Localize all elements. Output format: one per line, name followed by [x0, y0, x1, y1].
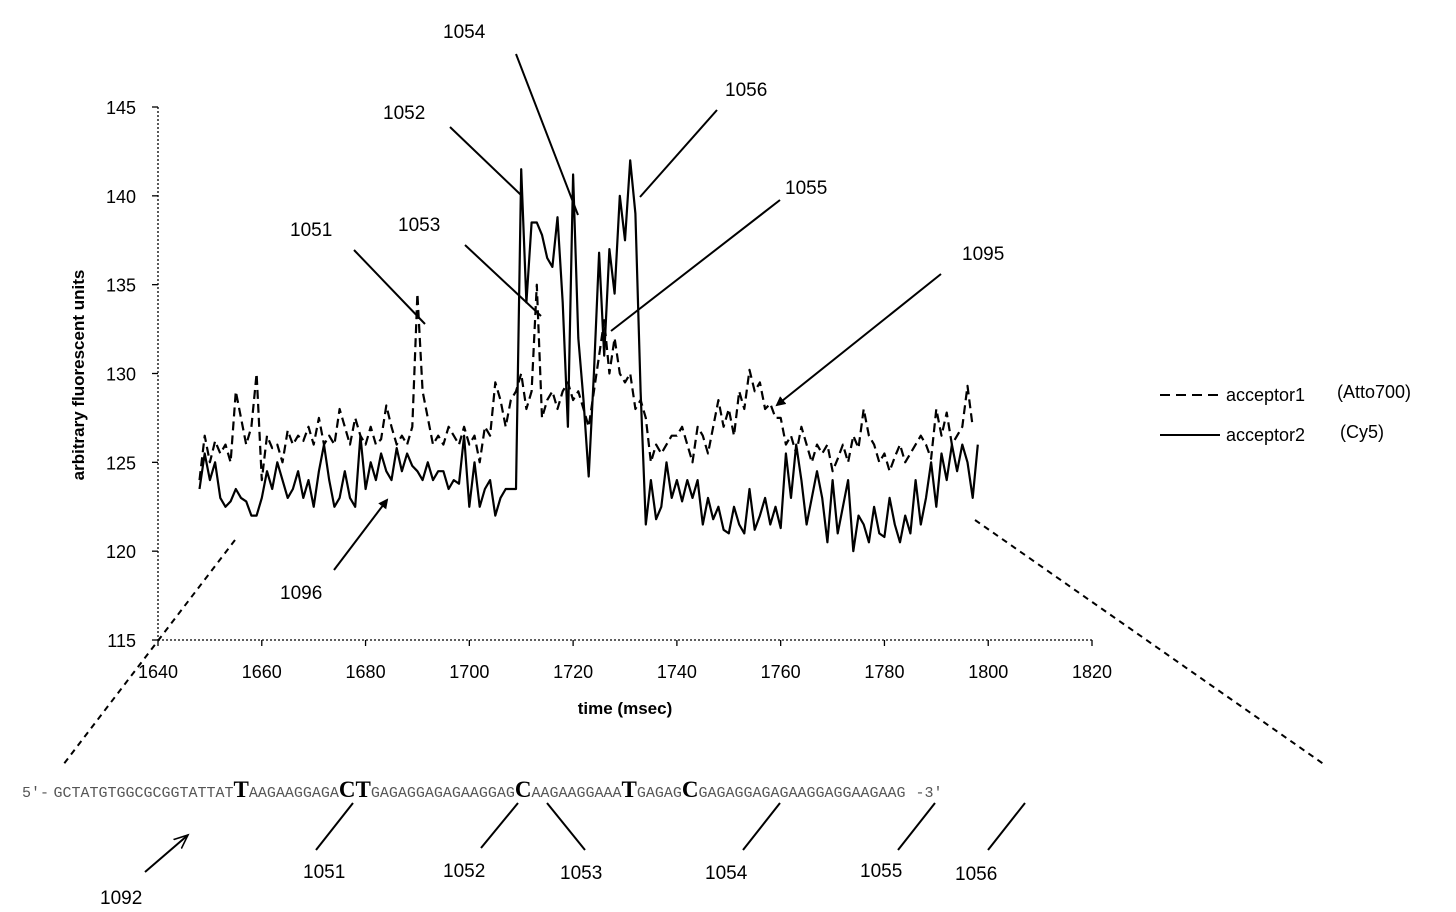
sequence-callout-1056: 1056: [955, 864, 997, 885]
x-tick-label: 1720: [553, 662, 593, 682]
sequence-callout-1054: 1054: [705, 863, 748, 884]
chart-leader-1054: [515, 53, 579, 216]
sequence-callout-1051: 1051: [303, 862, 345, 883]
sequence-leader-1052: [480, 802, 519, 849]
y-axis-title: arbitrary fluorescent units: [69, 270, 88, 481]
sequence-segment: GAGAGGAGAGAAGGAG: [371, 785, 515, 802]
chart-callout-1096: 1096: [280, 583, 322, 604]
x-tick-label: 1680: [346, 662, 386, 682]
x-axis-title: time (msec): [578, 699, 672, 718]
sequence-segment: GAGAGGAGAGAAGGAGGAAGAAG: [698, 785, 905, 802]
chart-leader-1096: [333, 498, 389, 571]
sequence-leader-1056: [987, 802, 1026, 851]
y-tick-label: 130: [106, 365, 136, 385]
chart-leader-1055: [610, 199, 781, 332]
chart-leader-1051: [353, 249, 426, 325]
sequence-leader-1092: [144, 835, 188, 873]
sequence-highlight-base: T: [234, 777, 249, 802]
y-tick-label: 115: [107, 631, 136, 651]
sequence-highlight-base: C: [682, 777, 699, 802]
legend-note-acceptor2: (Cy5): [1340, 422, 1384, 442]
chart-leader-1056: [639, 109, 718, 198]
projection-lines: [62, 519, 1326, 766]
sequence-highlight-base: CT: [339, 777, 371, 802]
sequence-segment: AAGAAGGAAA: [531, 785, 621, 802]
x-tick-label: 1820: [1072, 662, 1112, 682]
x-tick-label: 1640: [138, 662, 178, 682]
sequence-segment: AAGAAGGAGA: [249, 785, 339, 802]
projection-line-right: [974, 519, 1326, 766]
y-ticks: 115 120 125 130 135 140 145: [106, 98, 158, 651]
sequence-callouts: 1051 1052 1053 1054 1055 1056 1092: [100, 802, 1026, 909]
x-ticks: 1640 1660 1680 1700 1720 1740 1760 1780 1800 1820: [138, 640, 1112, 682]
x-tick-label: 1760: [761, 662, 801, 682]
series-line-acceptor1: [198, 283, 974, 482]
sequence-leader-1054: [742, 802, 781, 851]
chart-callouts: 1051 1052 1053 1054 1055 1056 1095 1096: [280, 22, 1004, 604]
dna-sequence: 5′- GCTATGTGGCGCGGTATTATTAAGAAGGAGACTGAG…: [22, 777, 943, 802]
sequence-leader-1055: [897, 802, 936, 851]
legend-label-acceptor1: acceptor1: [1226, 385, 1305, 405]
sequence-segment: GAGAG: [637, 785, 682, 802]
sequence-highlight-base: C: [515, 777, 532, 802]
sequence-highlight-base: T: [621, 777, 636, 802]
series-line-acceptor2: [198, 159, 979, 553]
legend-label-acceptor2: acceptor2: [1226, 425, 1305, 445]
chart-leader-1053: [464, 244, 542, 317]
sequence-callout-1053: 1053: [560, 863, 602, 884]
series-group: [198, 159, 979, 553]
sequence-leader-1053: [546, 802, 586, 851]
y-tick-label: 125: [106, 453, 136, 473]
y-tick-label: 145: [106, 98, 136, 118]
x-tick-label: 1700: [449, 662, 489, 682]
sequence-prefix: 5′-: [22, 785, 49, 802]
chart-callout-1052: 1052: [383, 103, 425, 124]
chart-callout-1056: 1056: [725, 80, 767, 101]
chart-callout-1053: 1053: [398, 215, 440, 236]
x-tick-label: 1800: [968, 662, 1008, 682]
chart-callout-1051: 1051: [290, 220, 332, 241]
sequence-callout-1055: 1055: [860, 861, 902, 882]
sequence-callout-1092: 1092: [100, 888, 142, 909]
x-tick-label: 1660: [242, 662, 282, 682]
y-tick-label: 140: [106, 187, 136, 207]
legend: acceptor1 (Atto700) acceptor2 (Cy5): [1160, 382, 1411, 445]
sequence-segment: GCTATGTGGCGCGGTATTAT: [53, 785, 233, 802]
chart-leader-1052: [449, 126, 522, 196]
legend-note-acceptor1: (Atto700): [1337, 382, 1411, 402]
chart-callout-1055: 1055: [785, 178, 827, 199]
y-tick-label: 135: [106, 276, 136, 296]
y-tick-label: 120: [106, 542, 136, 562]
x-tick-label: 1780: [864, 662, 904, 682]
chart-leader-1095: [775, 273, 942, 407]
projection-line-left: [62, 539, 236, 766]
chart-callout-1095: 1095: [962, 244, 1004, 265]
sequence-leader-1051: [315, 802, 354, 851]
sequence-suffix: -3′: [916, 785, 943, 802]
x-tick-label: 1740: [657, 662, 697, 682]
chart-callout-1054: 1054: [443, 22, 486, 43]
sequence-callout-1052: 1052: [443, 861, 485, 882]
